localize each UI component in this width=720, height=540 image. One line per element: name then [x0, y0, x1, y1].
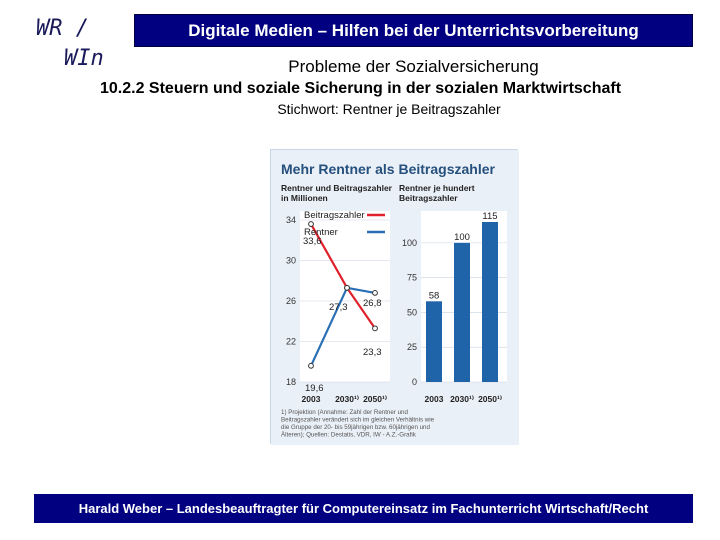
left-panel-label: Rentner und Beitragszahler in Millionen: [281, 183, 393, 203]
chart-footnote-text: 1) Projektion (Annahme: Zahl der Rentner…: [281, 409, 435, 439]
wr-win-logo: WR / WIn: [36, 14, 128, 78]
chart-svg: Mehr Rentner als Beitragszahler Rentner …: [271, 150, 519, 445]
bar-y-tick-label: 75: [407, 273, 417, 283]
line-x-tick-label: 2050¹⁾: [363, 394, 387, 404]
line-x-tick-label: 2030¹⁾: [335, 394, 359, 404]
footer-bar: Harald Weber – Landesbeauftragter für Co…: [34, 494, 693, 523]
logo-line-1: WR /: [36, 16, 89, 41]
logo-line-2: WIn: [64, 46, 104, 71]
keyword-line: Stichwort: Rentner je Beitragszahler: [277, 101, 501, 117]
legend-label: Rentner: [304, 227, 338, 238]
bar-x-tick-label: 2050¹⁾: [478, 394, 502, 404]
bar-y-tick-label: 100: [402, 238, 417, 248]
line-data-label: 26,8: [363, 298, 382, 309]
bar-value-label: 115: [482, 211, 497, 222]
chart-title: Mehr Rentner als Beitragszahler: [281, 161, 496, 177]
chart-footnote: 1) Projektion (Annahme: Zahl der Rentner…: [281, 409, 435, 439]
subtitle: Probleme der Sozialversicherung: [288, 57, 539, 76]
line-x-tick-label: 2003: [302, 394, 321, 404]
line-y-tick-label: 34: [286, 215, 296, 225]
data-point: [308, 221, 314, 227]
line-y-tick-label: 22: [286, 337, 296, 347]
bar: [482, 222, 498, 382]
footer-credit: Harald Weber – Landesbeauftragter für Co…: [78, 501, 649, 516]
line-data-label: 23,3: [363, 347, 382, 358]
chart-image: Mehr Rentner als Beitragszahler Rentner …: [270, 149, 519, 445]
data-point: [308, 362, 314, 369]
bar-y-tick-label: 50: [407, 307, 417, 317]
bar-x-tick-label: 2030¹⁾: [450, 394, 474, 404]
bar: [426, 301, 442, 382]
bar: [454, 242, 470, 382]
bar-value-label: 58: [429, 290, 440, 301]
line-y-tick-label: 18: [286, 377, 296, 387]
header-bar: Digitale Medien – Hilfen bei der Unterri…: [134, 14, 693, 47]
section-heading: 10.2.2 Steuern und soziale Sicherung in …: [100, 80, 622, 97]
data-point: [372, 325, 378, 332]
right-panel-label: Rentner je hundert Beitragszahler: [399, 183, 475, 203]
bar-y-tick-label: 0: [412, 377, 417, 387]
page-title: Digitale Medien – Hilfen bei der Unterri…: [188, 20, 639, 40]
bar-value-label: 100: [454, 232, 470, 243]
line-plot-area: [300, 211, 390, 382]
bar-y-tick-label: 25: [407, 342, 417, 352]
line-y-tick-label: 26: [286, 296, 296, 306]
legend-label: Beitragszahler: [304, 210, 365, 221]
data-point: [344, 284, 350, 291]
bar-chart: 100 75 50 25 0 58 2003 100 2030¹⁾ 115 2050¹⁾: [402, 211, 507, 404]
line-data-label: 27,3: [329, 302, 348, 313]
line-chart: 34 30 26 22 18 2003 2030¹⁾ 2050¹⁾ Beitragszahler…: [286, 210, 390, 404]
line-data-label: 33,6: [303, 236, 322, 247]
line-data-label: 19,6: [305, 383, 324, 394]
data-point: [372, 290, 378, 296]
line-y-tick-label: 30: [286, 256, 296, 266]
bar-x-tick-label: 2003: [425, 394, 444, 404]
